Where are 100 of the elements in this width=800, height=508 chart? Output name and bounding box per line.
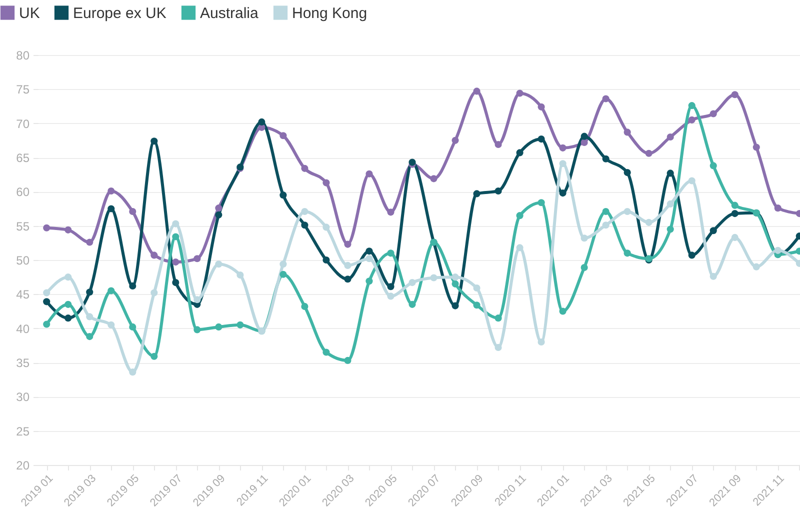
y-tick-label: 45 — [16, 288, 30, 302]
point — [473, 88, 480, 95]
point — [43, 289, 50, 296]
point — [194, 296, 201, 304]
point — [731, 234, 738, 241]
point — [602, 222, 610, 229]
point — [366, 278, 373, 285]
point — [258, 118, 266, 126]
y-tick-label: 65 — [16, 151, 30, 165]
point — [43, 298, 50, 306]
point — [559, 308, 566, 315]
point — [344, 262, 352, 269]
point — [452, 280, 459, 288]
point — [301, 302, 308, 310]
point — [366, 170, 373, 178]
point — [559, 160, 566, 168]
point — [430, 175, 438, 182]
point — [108, 187, 115, 195]
point — [194, 255, 201, 262]
point — [430, 274, 438, 282]
point — [172, 279, 180, 286]
point — [172, 233, 180, 240]
point — [301, 222, 308, 229]
point — [473, 190, 480, 198]
point — [344, 356, 352, 364]
point — [494, 187, 502, 195]
point — [64, 274, 72, 281]
y-tick-label: 60 — [16, 185, 30, 200]
point — [473, 302, 480, 309]
point — [387, 283, 394, 290]
point — [602, 208, 610, 216]
point — [194, 326, 201, 334]
point — [301, 208, 308, 216]
point — [280, 132, 287, 140]
legend-label: Hong Kong — [292, 4, 368, 22]
point — [86, 288, 94, 296]
point — [710, 110, 717, 118]
point — [86, 238, 94, 246]
point — [150, 252, 158, 259]
point — [150, 138, 158, 145]
point — [494, 314, 502, 322]
point — [624, 208, 631, 216]
point — [43, 320, 50, 328]
point — [280, 270, 287, 278]
point — [494, 140, 502, 148]
point — [688, 116, 696, 124]
point — [516, 244, 524, 252]
y-tick-label: 55 — [16, 219, 30, 234]
point — [494, 344, 502, 351]
point — [129, 323, 136, 330]
point — [752, 144, 760, 151]
point — [215, 204, 222, 212]
point — [516, 149, 524, 156]
point — [538, 338, 545, 346]
point — [666, 170, 674, 177]
point — [774, 246, 782, 254]
point — [731, 202, 738, 209]
point — [688, 177, 696, 184]
point — [108, 321, 115, 328]
point — [688, 252, 696, 259]
point — [710, 227, 717, 234]
point — [580, 138, 588, 146]
point — [322, 256, 330, 264]
y-tick-label: 35 — [16, 356, 30, 370]
point — [580, 234, 588, 242]
point — [322, 224, 330, 231]
point — [129, 282, 136, 290]
y-tick-label: 25 — [16, 424, 30, 438]
point — [64, 300, 72, 308]
point — [580, 264, 588, 272]
point — [473, 284, 480, 292]
point — [645, 150, 652, 157]
point — [387, 250, 394, 257]
point — [538, 199, 545, 206]
point — [538, 103, 545, 110]
legend-label: UK — [19, 4, 40, 22]
point — [301, 164, 308, 172]
y-tick-label: 80 — [16, 48, 30, 62]
point — [322, 348, 330, 356]
point — [236, 272, 244, 279]
point — [452, 274, 459, 281]
point — [150, 289, 158, 296]
point — [645, 218, 652, 226]
point — [538, 136, 545, 143]
y-tick-label: 70 — [16, 116, 30, 131]
point — [129, 368, 136, 376]
point — [215, 323, 222, 330]
point — [108, 287, 115, 294]
point — [344, 240, 352, 248]
point — [516, 90, 524, 97]
point — [624, 128, 631, 136]
point — [215, 260, 222, 268]
point — [172, 258, 180, 266]
point — [688, 102, 696, 110]
point — [366, 248, 373, 255]
point — [108, 205, 115, 212]
point — [387, 208, 394, 216]
point — [452, 136, 459, 144]
point — [774, 204, 782, 212]
point — [215, 211, 222, 218]
